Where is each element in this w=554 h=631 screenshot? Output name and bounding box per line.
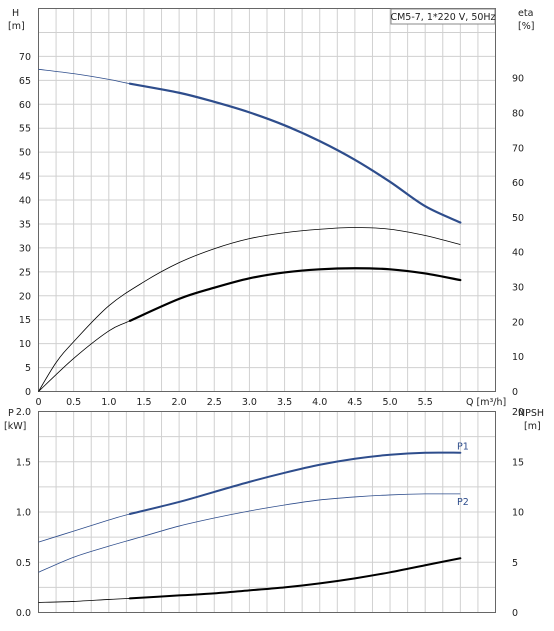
bottom-series-group: P1 P2 — [38, 442, 469, 603]
head-tick-label: 10 — [19, 339, 31, 350]
top-plot-grid — [38, 8, 496, 392]
x-tick-label: 3.5 — [277, 397, 292, 408]
x-tick-label: 3.0 — [242, 397, 257, 408]
head-tick-label: 25 — [19, 267, 31, 278]
head-tick-label: 45 — [19, 172, 31, 183]
title-box: CM5-7, 1*220 V, 50Hz — [390, 8, 496, 25]
power-tick-label: 2.0 — [16, 407, 31, 418]
eta-tick-label: 50 — [512, 213, 524, 224]
bottom-right-axis-unit: [m] — [524, 421, 541, 432]
bottom-plot-grid — [38, 411, 496, 613]
x-tick-label: 5.5 — [418, 397, 433, 408]
eta-tick-label: 40 — [512, 248, 524, 259]
head-tick-label: 55 — [19, 124, 31, 135]
x-tick-label: 5.0 — [382, 397, 397, 408]
head-tick-label: 40 — [19, 196, 31, 207]
x-axis-label: Q [m³/h] — [466, 397, 506, 408]
head-tick-label: 50 — [19, 148, 31, 159]
series-label-p1: P1 — [457, 442, 469, 453]
bottom-tick-labels: 0.0 0.5 1.0 1.5 2.0 0 5 10 15 20 — [16, 407, 524, 619]
head-tick-label: 35 — [19, 219, 31, 230]
head-tick-label: 5 — [25, 363, 31, 374]
npsh-tick-label: 10 — [512, 508, 524, 519]
eta-tick-label: 0 — [512, 387, 518, 398]
x-tick-label: 0.5 — [66, 397, 81, 408]
x-tick-label: 2.0 — [172, 397, 187, 408]
series-label-p2: P2 — [457, 497, 469, 508]
p1-curve — [128, 451, 462, 516]
x-tick-label: 1.5 — [136, 397, 151, 408]
eta-tick-label: 30 — [512, 283, 524, 294]
bottom-plot-frame — [38, 411, 496, 613]
eta-tick-label: 20 — [512, 317, 524, 328]
top-right-axis-label: eta — [518, 8, 533, 19]
head-tick-label: 15 — [19, 315, 31, 326]
power-tick-label: 0.0 — [16, 608, 31, 619]
npsh-tick-label: 0 — [512, 608, 518, 619]
top-plot-frame — [38, 8, 496, 392]
eta-tick-label: 70 — [512, 143, 524, 154]
top-series-group — [38, 68, 462, 392]
eta-lower-curve — [128, 267, 462, 322]
x-tick-label: 1.0 — [101, 397, 116, 408]
eta-tick-label: 60 — [512, 178, 524, 189]
head-tick-label: 30 — [19, 243, 31, 254]
eta-upper-curve-thin — [38, 227, 461, 392]
power-tick-label: 0.5 — [16, 558, 31, 569]
top-tick-labels: 0 0.5 1.0 1.5 2.0 2.5 3.0 3.5 4.0 4.5 5.0 5.5 0 5 10 15… — [19, 52, 524, 408]
top-right-axis-unit: [%] — [518, 21, 534, 32]
bottom-left-axis-label: P — [8, 408, 14, 419]
head-tick-label: 20 — [19, 291, 31, 302]
head-tick-label: 65 — [19, 76, 31, 87]
head-tick-label: 60 — [19, 100, 31, 111]
npsh-tick-label: 20 — [512, 407, 524, 418]
x-tick-label: 4.5 — [347, 397, 362, 408]
x-tick-label: 4.0 — [312, 397, 327, 408]
eta-tick-label: 90 — [512, 74, 524, 85]
npsh-tick-label: 15 — [512, 457, 524, 468]
p2-curve-thin — [38, 493, 461, 573]
head-curve — [128, 82, 462, 224]
chart-title: CM5-7, 1*220 V, 50Hz — [390, 12, 495, 23]
power-tick-label: 1.0 — [16, 508, 31, 519]
head-tick-label: 70 — [19, 52, 31, 63]
power-tick-label: 1.5 — [16, 457, 31, 468]
npsh-tick-label: 5 — [512, 558, 518, 569]
x-tick-label: 2.5 — [207, 397, 222, 408]
head-tick-label: 0 — [25, 387, 31, 398]
eta-tick-label: 80 — [512, 108, 524, 119]
top-left-axis-unit: [m] — [8, 21, 25, 32]
top-left-axis-label: H — [12, 8, 19, 19]
x-tick-label: 0 — [35, 397, 41, 408]
eta-tick-label: 10 — [512, 352, 524, 363]
bottom-right-axis-label: NPSH — [518, 408, 544, 419]
bottom-left-axis-unit: [kW] — [4, 421, 26, 432]
npsh-curve — [128, 557, 462, 600]
